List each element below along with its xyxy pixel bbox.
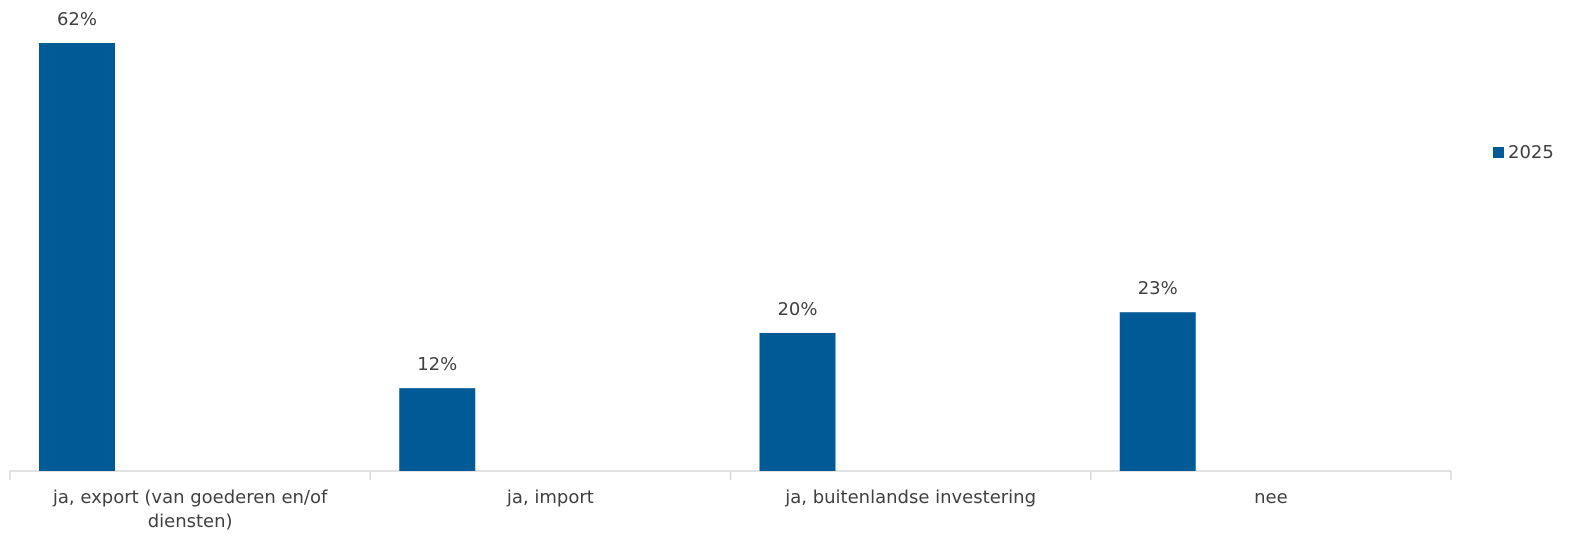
data-label: 20% (777, 299, 817, 320)
x-tick-label: nee (1254, 487, 1288, 508)
data-label: 23% (1138, 278, 1178, 299)
legend-label: 2025 (1508, 142, 1554, 163)
x-tick-label: ja, import (506, 487, 594, 508)
bar (399, 388, 476, 471)
data-label: 62% (57, 9, 97, 30)
x-tick-label: ja, export (van goederen en/of diensten) (52, 487, 328, 532)
bar (1119, 312, 1196, 471)
bar (39, 43, 115, 471)
x-tick-label: ja, buitenlandse investering (785, 487, 1037, 508)
legend-swatch (1493, 147, 1504, 158)
data-label: 12% (417, 354, 457, 375)
bar (759, 332, 836, 471)
